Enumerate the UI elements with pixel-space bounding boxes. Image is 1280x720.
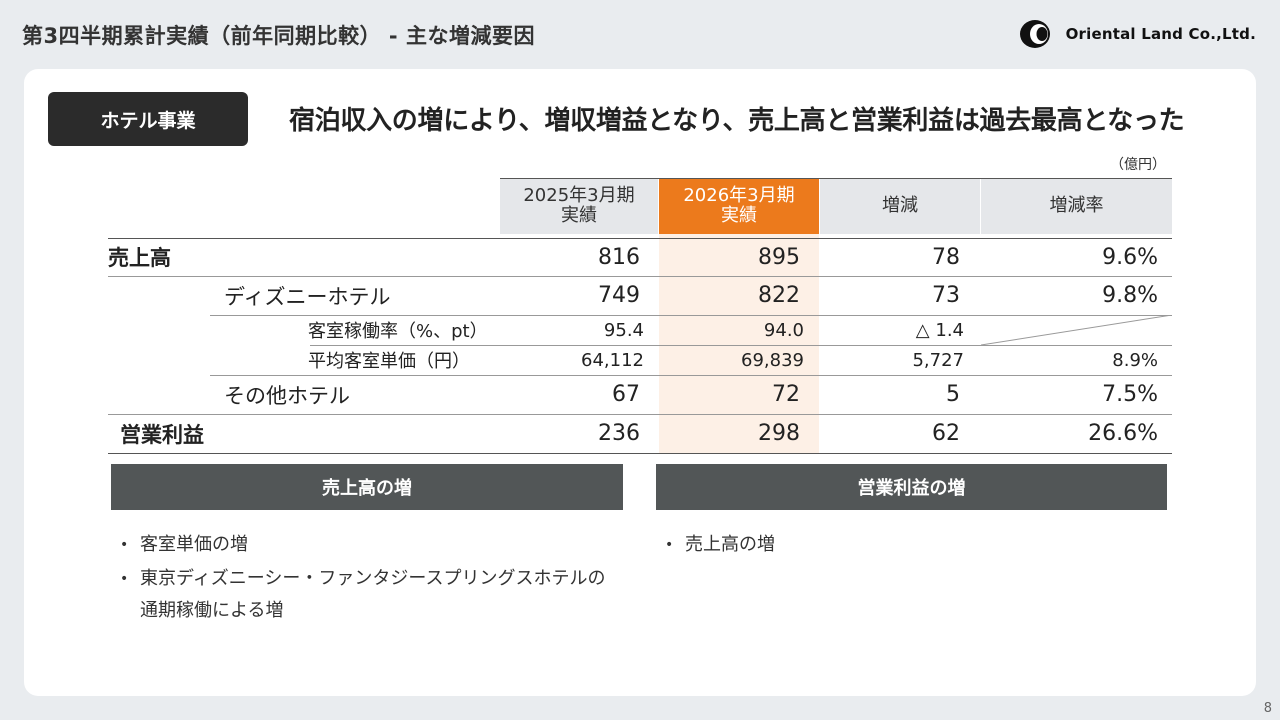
cell-fy2025: 749 — [598, 283, 640, 308]
header-top-line — [500, 178, 1172, 179]
sales-increase-bar: 売上高の増 — [111, 464, 623, 510]
cell-fy2025: 95.4 — [603, 319, 644, 341]
header-diff: 増減 — [820, 178, 980, 234]
cell-rate: 8.9% — [1112, 349, 1158, 371]
header-fy2026: 2026年3月期 実績 — [659, 178, 819, 234]
list-item: 東京ディズニーシー・ファンタジースプリングスホテルの — [120, 562, 605, 596]
row-line — [210, 315, 1172, 316]
row-label: 客室稼働率（%、pt） — [308, 321, 488, 342]
row-line — [210, 375, 1172, 376]
cell-rate: 9.8% — [1102, 283, 1158, 308]
sales-increase-list: 客室単価の増 東京ディズニーシー・ファンタジースプリングスホテルの 通期稼働によ… — [120, 528, 605, 626]
list-item-continuation: 通期稼働による増 — [140, 600, 284, 621]
header-rate: 増減率 — [981, 178, 1172, 234]
cell-diff: △ 1.4 — [915, 319, 964, 341]
row-label: その他ホテル — [224, 383, 350, 408]
cell-fy2026: 72 — [772, 382, 800, 407]
row-label: ディズニーホテル — [224, 284, 391, 309]
segment-badge: ホテル事業 — [48, 92, 248, 146]
table-bottom-line — [108, 453, 1172, 454]
row-line — [310, 345, 1172, 346]
list-item: 売上高の増 — [665, 528, 775, 562]
cell-fy2026: 298 — [758, 421, 800, 446]
cell-rate: 9.6% — [1102, 244, 1158, 270]
company-logo: Oriental Land Co.,Ltd. — [1018, 18, 1256, 50]
cell-fy2026: 895 — [758, 244, 800, 270]
page-number: 8 — [1263, 701, 1272, 716]
row-label: 営業利益 — [120, 422, 204, 447]
row-label: 平均客室単価（円） — [308, 351, 470, 372]
cell-fy2025: 236 — [598, 421, 640, 446]
highlight-column — [659, 234, 819, 454]
results-table: 2025年3月期 実績 2026年3月期 実績 増減 増減率 売上高 816 895… — [108, 178, 1172, 454]
cell-rate: 7.5% — [1102, 382, 1158, 407]
cell-diff: 5,727 — [912, 349, 964, 371]
cell-fy2025: 816 — [598, 244, 640, 270]
row-line — [108, 414, 1172, 415]
headline: 宿泊収入の増により、増収増益となり、売上高と営業利益は過去最高となった — [289, 106, 1185, 136]
unit-label: （億円） — [1110, 157, 1166, 173]
cell-fy2025: 64,112 — [581, 349, 644, 371]
header-fy2025: 2025年3月期 実績 — [500, 178, 658, 234]
page-title: 第3四半期累計実績（前年同期比較） - 主な増減要因 — [22, 24, 535, 48]
cell-rate: 26.6% — [1088, 421, 1158, 446]
cell-fy2026: 69,839 — [741, 349, 804, 371]
cell-diff: 73 — [932, 283, 960, 308]
row-line — [108, 238, 1172, 239]
row-label: 売上高 — [108, 246, 171, 270]
logo-mark-icon — [1019, 20, 1050, 48]
cell-fy2026: 94.0 — [763, 319, 804, 341]
cell-fy2025: 67 — [612, 382, 640, 407]
list-item: 客室単価の増 — [120, 528, 605, 562]
row-line — [108, 276, 1172, 277]
diagonal-slash — [981, 315, 1172, 345]
cell-fy2026: 822 — [758, 283, 800, 308]
cell-diff: 5 — [946, 382, 960, 407]
profit-increase-list: 売上高の増 — [665, 528, 775, 562]
cell-diff: 62 — [932, 421, 960, 446]
profit-increase-bar: 営業利益の増 — [656, 464, 1167, 510]
logo-text: Oriental Land Co.,Ltd. — [1065, 25, 1256, 43]
cell-diff: 78 — [932, 244, 960, 270]
